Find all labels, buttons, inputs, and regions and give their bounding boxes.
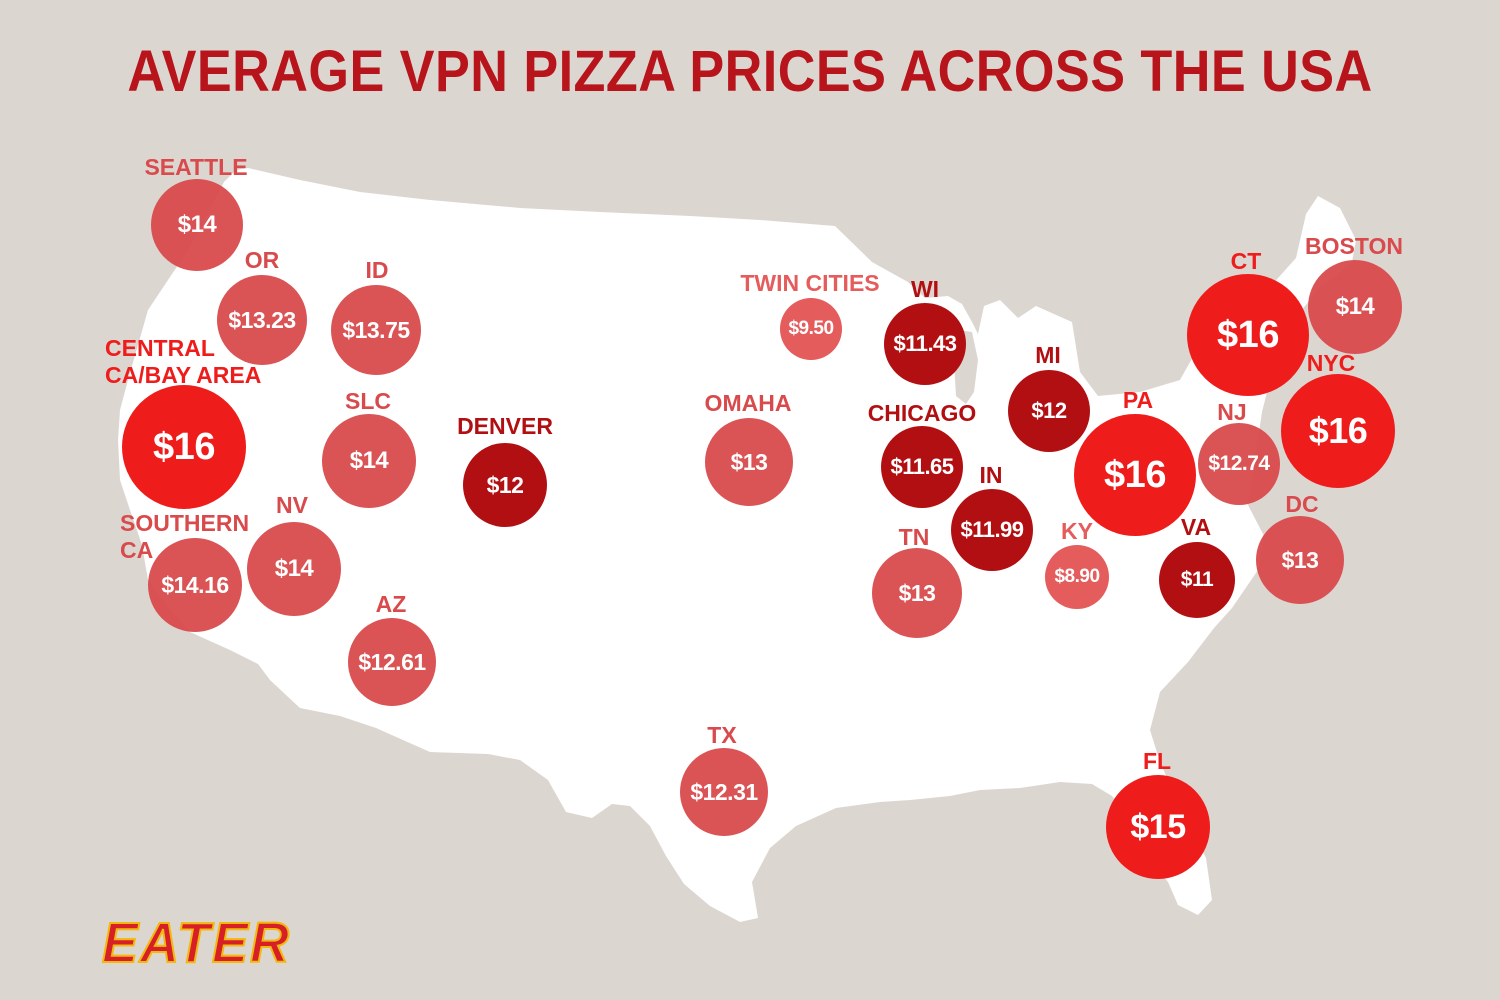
label-dc: DC xyxy=(1285,491,1319,517)
label-southern-ca: SOUTHERN CA xyxy=(120,510,250,563)
label-fl: FL xyxy=(1142,748,1172,774)
usa-land-silhouette xyxy=(118,168,1356,922)
label-wi: WI xyxy=(910,276,940,302)
bubble-nv: $14 xyxy=(247,522,341,616)
label-va: VA xyxy=(1180,514,1212,540)
label-in: IN xyxy=(979,462,1003,488)
label-chicago: CHICAGO xyxy=(867,400,977,426)
bubble-central-ca: $16 xyxy=(122,385,246,509)
bubble-in: $11.99 xyxy=(951,489,1033,571)
label-pa: PA xyxy=(1122,387,1154,413)
bubble-tx: $12.31 xyxy=(680,748,768,836)
bubble-az: $12.61 xyxy=(348,618,436,706)
label-tx: TX xyxy=(707,722,737,748)
label-ct: CT xyxy=(1230,248,1262,274)
label-nv: NV xyxy=(276,492,308,518)
bubble-ky: $8.90 xyxy=(1045,545,1109,609)
bubble-fl: $15 xyxy=(1106,775,1210,879)
bubble-denver: $12 xyxy=(463,443,547,527)
bubble-pa: $16 xyxy=(1074,414,1196,536)
bubble-ct: $16 xyxy=(1187,274,1309,396)
bubble-twin-cities: $9.50 xyxy=(780,298,842,360)
bubble-boston: $14 xyxy=(1308,260,1402,354)
bubble-or: $13.23 xyxy=(217,275,307,365)
label-omaha: OMAHA xyxy=(704,390,792,416)
label-slc: SLC xyxy=(345,388,391,414)
bubble-mi: $12 xyxy=(1008,370,1090,452)
label-central-ca: CENTRAL CA/BAY AREA xyxy=(105,335,262,388)
bubble-nj: $12.74 xyxy=(1198,423,1280,505)
label-az: AZ xyxy=(375,591,407,617)
bubble-slc: $14 xyxy=(322,414,416,508)
bubble-chicago: $11.65 xyxy=(881,426,963,508)
label-nj: NJ xyxy=(1217,399,1247,425)
bubble-id: $13.75 xyxy=(331,285,421,375)
bubble-tn: $13 xyxy=(872,548,962,638)
bubble-omaha: $13 xyxy=(705,418,793,506)
label-ky: KY xyxy=(1061,518,1093,544)
bubble-nyc: $16 xyxy=(1281,374,1395,488)
label-twin-cities: TWIN CITIES xyxy=(740,270,880,296)
label-nyc: NYC xyxy=(1306,350,1356,376)
eater-logo: EATER xyxy=(101,910,292,975)
label-or: OR xyxy=(244,247,280,273)
label-mi: MI xyxy=(1035,342,1061,368)
label-id: ID xyxy=(365,257,389,283)
bubble-va: $11 xyxy=(1159,542,1235,618)
bubble-wi: $11.43 xyxy=(884,303,966,385)
bubble-southern-ca: $14.16 xyxy=(148,538,242,632)
label-boston: BOSTON xyxy=(1305,233,1403,259)
bubble-seattle: $14 xyxy=(151,179,243,271)
label-tn: TN xyxy=(898,524,930,550)
page-title: AVERAGE VPN PIZZA PRICES ACROSS THE USA xyxy=(127,39,1373,104)
bubble-dc: $13 xyxy=(1256,516,1344,604)
label-denver: DENVER xyxy=(457,413,553,439)
label-seattle: SEATTLE xyxy=(144,154,248,180)
